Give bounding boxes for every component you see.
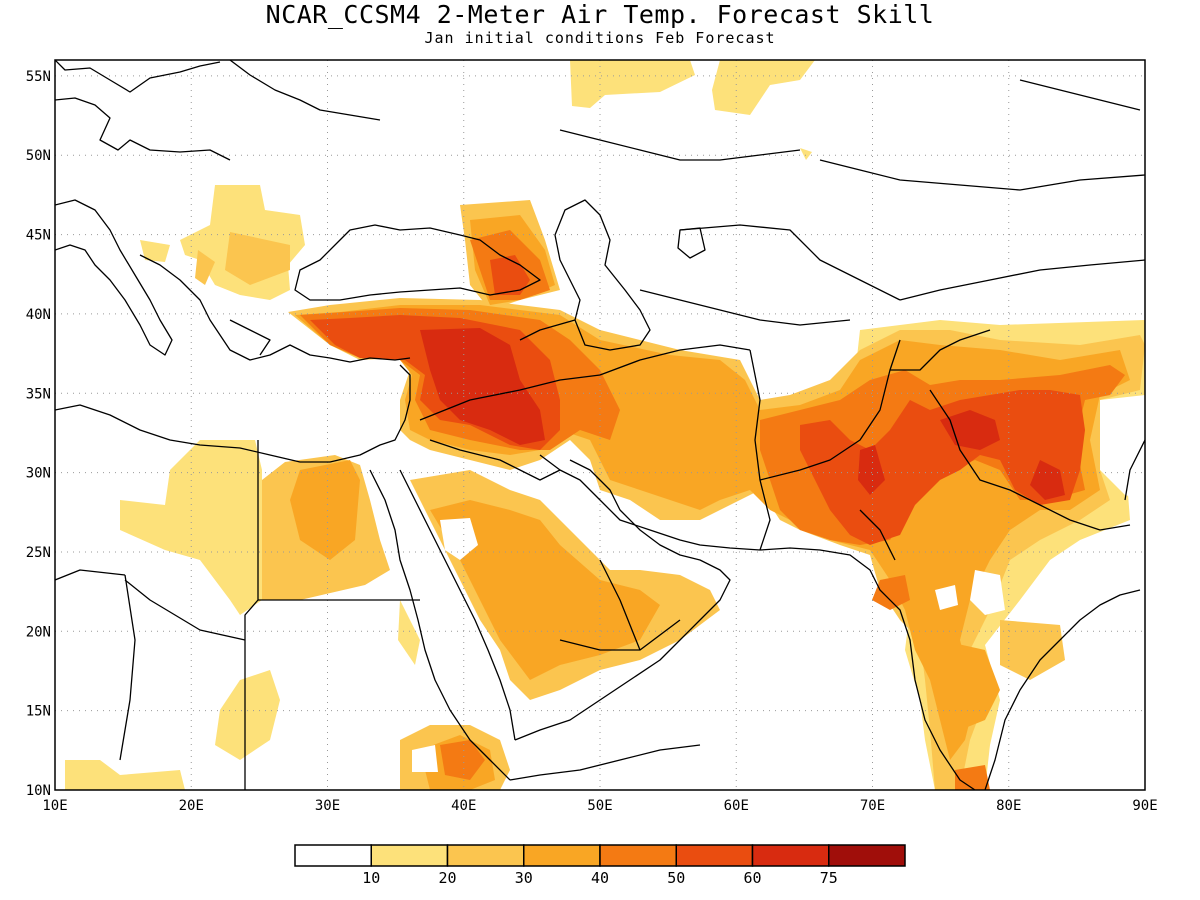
lon-tick-label: 10E — [42, 798, 67, 814]
legend-label: 60 — [743, 869, 761, 887]
legend-label: 30 — [515, 869, 533, 887]
legend-swatch — [828, 844, 906, 867]
lon-tick-label: 30E — [315, 798, 340, 814]
lat-tick-label: 25N — [26, 545, 51, 561]
skill-region-60-75 — [420, 328, 1065, 500]
legend-swatch — [751, 844, 830, 867]
color-legend: 10 20 30 40 50 60 75 — [294, 844, 906, 887]
legend-swatch — [675, 844, 754, 867]
legend-swatch — [523, 844, 601, 867]
legend-swatch — [446, 844, 525, 867]
lat-tick-label: 20N — [26, 624, 51, 640]
lon-tick-label: 40E — [451, 798, 476, 814]
lon-tick-label: 20E — [179, 798, 204, 814]
legend-swatch — [294, 844, 372, 867]
map-title: NCAR_CCSM4 2-Meter Air Temp. Forecast Sk… — [265, 0, 935, 29]
legend-swatch — [370, 844, 449, 867]
map-subtitle: Jan initial conditions Feb Forecast — [424, 29, 776, 47]
lat-tick-label: 15N — [26, 704, 51, 720]
legend-label: 75 — [820, 869, 838, 887]
lon-tick-label: 60E — [724, 798, 749, 814]
lat-tick-label: 45N — [26, 228, 51, 244]
lon-tick-label: 90E — [1132, 798, 1157, 814]
legend-label: 40 — [591, 869, 609, 887]
lat-tick-label: 30N — [26, 466, 51, 482]
lon-tick-label: 70E — [860, 798, 885, 814]
legend-swatch — [599, 844, 677, 867]
legend-label: 10 — [362, 869, 380, 887]
lon-tick-label: 80E — [996, 798, 1021, 814]
map-frame — [54, 59, 1146, 791]
lat-tick-label: 40N — [26, 307, 51, 323]
legend-label: 20 — [438, 869, 456, 887]
latitude-labels: 55N 50N 45N 40N 35N 30N 25N 20N 15N 10N — [26, 69, 51, 799]
lat-tick-label: 50N — [26, 148, 51, 164]
lat-tick-label: 10N — [26, 783, 51, 799]
longitude-labels: 10E 20E 30E 40E 50E 60E 70E 80E 90E — [42, 798, 1157, 814]
skill-shading-layer — [65, 60, 1145, 790]
legend-label: 50 — [667, 869, 685, 887]
lat-tick-label: 55N — [26, 69, 51, 85]
skill-region-below-10 — [412, 395, 1145, 772]
coastlines-and-borders — [55, 60, 1145, 790]
lat-tick-label: 35N — [26, 386, 51, 402]
lon-tick-label: 50E — [587, 798, 612, 814]
